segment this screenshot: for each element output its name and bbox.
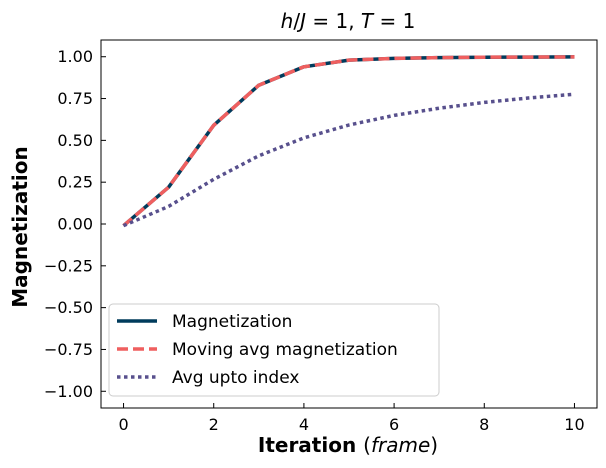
x-tick-label: 8 <box>479 415 489 434</box>
legend-label: Magnetization <box>172 312 292 332</box>
x-tick-label: 4 <box>299 415 309 434</box>
series-line-moving-avg-magnetization <box>122 55 575 228</box>
y-axis: 1.00 0.75 0.50 0.25 0.00 −0.25 −0.50 −0.75 −1.00 <box>44 47 106 401</box>
legend-box <box>108 303 440 397</box>
chart-title: h/J = 1, T = 1 <box>281 9 416 33</box>
y-tick-label: 0.75 <box>57 89 93 108</box>
x-axis: 0 2 4 6 8 10 <box>118 403 585 434</box>
y-tick-label: 0.50 <box>57 131 93 150</box>
legend: Magnetization Moving avg magnetization Avg… <box>108 303 440 397</box>
x-tick-label: 6 <box>389 415 399 434</box>
series-layer <box>122 55 575 228</box>
y-tick-label: 0.25 <box>57 173 93 192</box>
x-tick-label: 0 <box>118 415 128 434</box>
legend-label: Avg upto index <box>172 368 299 388</box>
series-line-magnetization <box>122 55 575 228</box>
x-axis-title: Iteration (frame) <box>258 433 438 457</box>
legend-label: Moving avg magnetization <box>172 340 398 360</box>
y-tick-label: −0.25 <box>44 256 93 275</box>
y-tick-label: 0.00 <box>57 215 93 234</box>
x-tick-label: 10 <box>564 415 584 434</box>
x-tick-label: 2 <box>209 415 219 434</box>
y-tick-label: −1.00 <box>44 382 93 401</box>
y-tick-label: −0.75 <box>44 340 93 359</box>
series-line-avg-upto-index <box>122 92 575 228</box>
y-tick-label: 1.00 <box>57 47 93 66</box>
y-axis-title: Magnetization <box>8 146 32 307</box>
y-tick-label: −0.50 <box>44 298 93 317</box>
